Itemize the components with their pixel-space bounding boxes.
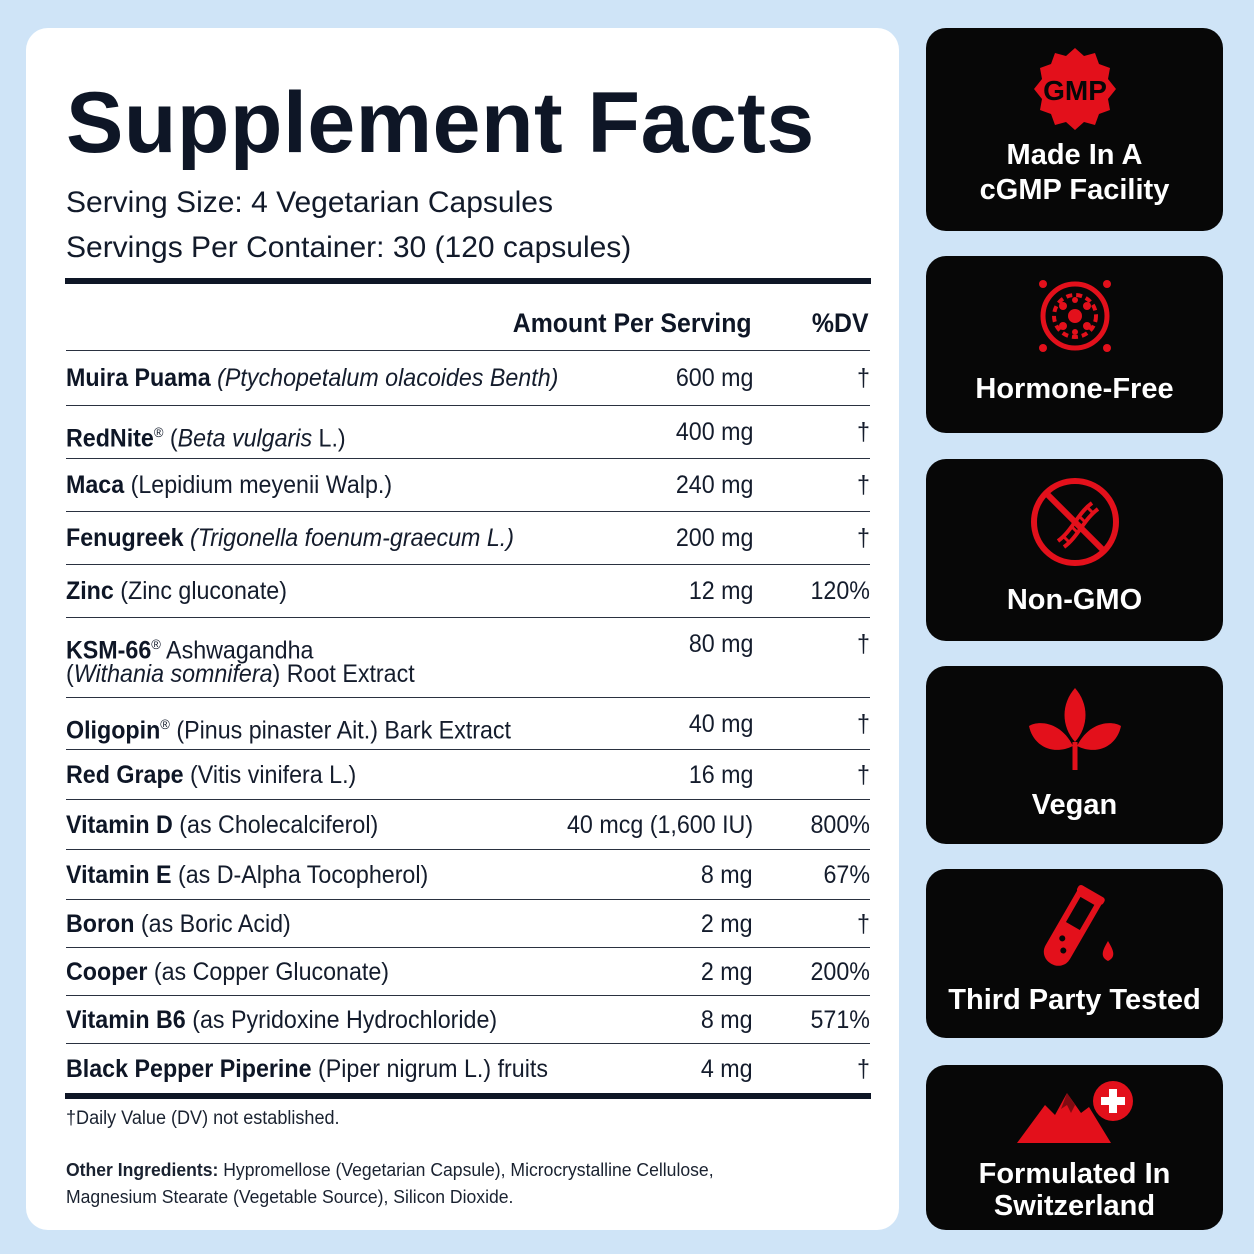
ingredient-dv: 800% [810, 811, 870, 839]
ingredient-dv: † [857, 524, 870, 552]
badge-label: Made In A [1006, 139, 1143, 171]
badge-vegan: Vegan [926, 666, 1223, 844]
badge-label: Vegan [1031, 789, 1118, 821]
ingredient-amount: 8 mg [701, 861, 753, 889]
table-row: Maca (Lepidium meyenii Walp.) 240 mg † [66, 458, 870, 511]
svg-text:GMP: GMP [1043, 75, 1107, 106]
badge-switzerland: Formulated In Switzerland [926, 1065, 1223, 1230]
badge-third-party-tested: Third Party Tested [926, 869, 1223, 1038]
ingredient-dv: † [857, 710, 870, 738]
supplement-facts-panel: Supplement Facts Serving Size: 4 Vegetar… [26, 28, 899, 1230]
ingredient-amount: 80 mg [688, 630, 753, 658]
ingredient-dv: † [857, 364, 870, 392]
ingredient-amount: 240 mg [675, 471, 753, 499]
ingredient-name: Zinc (Zinc gluconate) [66, 577, 287, 605]
ingredient-name: Black Pepper Piperine (Piper nigrum L.) … [66, 1055, 548, 1083]
table-row: Oligopin® (Pinus pinaster Ait.) Bark Ext… [66, 697, 870, 749]
ingredient-name: Vitamin B6 (as Pyridoxine Hydrochloride) [66, 1006, 498, 1034]
ingredient-name-line2: (Withania somnifera) Root Extract [66, 660, 415, 688]
ingredient-amount: 4 mg [701, 1055, 753, 1083]
table-row: Fenugreek (Trigonella foenum-graecum L.)… [66, 511, 870, 564]
ingredient-dv: † [857, 630, 870, 658]
other-ingredients: Other Ingredients: Hypromellose (Vegetar… [66, 1159, 714, 1207]
table-row: Vitamin D (as Cholecalciferol) 40 mcg (1… [66, 799, 870, 849]
ingredient-amount: 12 mg [688, 577, 753, 605]
table-row: RedNite® (Beta vulgaris L.) 400 mg † [66, 405, 870, 458]
badge-label: Hormone-Free [975, 373, 1174, 405]
table-row: Red Grape (Vitis vinifera L.) 16 mg † [66, 749, 870, 799]
badge-label: Formulated In [978, 1158, 1171, 1190]
ingredient-name: Maca (Lepidium meyenii Walp.) [66, 471, 393, 499]
table-row: Black Pepper Piperine (Piper nigrum L.) … [66, 1043, 870, 1093]
ingredient-name: RedNite® (Beta vulgaris L.) [66, 424, 346, 453]
table-row: Vitamin B6 (as Pyridoxine Hydrochloride)… [66, 995, 870, 1043]
ingredient-dv: 120% [810, 577, 870, 605]
ingredient-name: Muira Puama (Ptychopetalum olacoides Ben… [66, 364, 559, 392]
top-divider-bar [65, 278, 871, 284]
ingredient-name: Vitamin E (as D-Alpha Tocopherol) [66, 861, 429, 889]
ingredient-dv: † [857, 1055, 870, 1083]
ingredient-amount: 8 mg [701, 1006, 753, 1034]
table-row: Cooper (as Copper Gluconate) 2 mg 200% [66, 947, 870, 995]
ingredient-amount: 2 mg [701, 958, 753, 986]
ingredient-dv: 200% [810, 958, 870, 986]
bottom-divider-bar [65, 1093, 871, 1099]
ingredient-amount: 16 mg [688, 761, 753, 789]
no-dna-icon [1030, 478, 1119, 566]
page-title: Supplement Facts [66, 75, 815, 171]
table-row: Vitamin E (as D-Alpha Tocopherol) 8 mg 6… [66, 849, 870, 899]
ingredient-name: Fenugreek (Trigonella foenum-graecum L.) [66, 524, 514, 552]
amount-column-header: Amount Per Serving [513, 308, 752, 338]
badge-label: Non-GMO [1006, 584, 1143, 616]
table-row: KSM-66® Ashwagandha (Withania somnifera)… [66, 617, 870, 697]
ingredient-name: KSM-66® Ashwagandha [66, 636, 314, 665]
table-row: Zinc (Zinc gluconate) 12 mg 120% [66, 564, 870, 617]
ingredient-name: Cooper (as Copper Gluconate) [66, 958, 390, 986]
ingredient-dv: 67% [823, 861, 870, 889]
badge-label: Third Party Tested [948, 984, 1201, 1016]
ingredient-amount: 2 mg [701, 910, 753, 938]
ingredient-amount: 400 mg [675, 418, 753, 446]
ingredient-amount: 200 mg [675, 524, 753, 552]
ingredient-amount: 40 mg [688, 710, 753, 738]
ingredient-amount: 40 mcg (1,600 IU) [566, 811, 753, 839]
dv-column-header: %DV [812, 308, 869, 338]
servings-per-container: Servings Per Container: 30 (120 capsules… [66, 231, 632, 264]
ingredient-amount: 600 mg [675, 364, 753, 392]
hormone-molecule-icon [1038, 280, 1111, 352]
gmp-seal-icon: GMP [1033, 48, 1116, 130]
swiss-mountain-icon [1016, 1081, 1133, 1143]
table-row: Muira Puama (Ptychopetalum olacoides Ben… [66, 350, 870, 404]
ingredient-name: Vitamin D (as Cholecalciferol) [66, 811, 379, 839]
ingredient-dv: † [857, 761, 870, 789]
ingredient-dv: † [857, 910, 870, 938]
dv-footnote: †Daily Value (DV) not established. [66, 1108, 340, 1129]
ingredient-dv: † [857, 418, 870, 446]
badge-non-gmo: Non-GMO [926, 459, 1223, 641]
test-tube-icon [1043, 884, 1113, 966]
serving-size: Serving Size: 4 Vegetarian Capsules [66, 186, 553, 219]
leaf-icon [1028, 688, 1121, 770]
ingredient-name: Oligopin® (Pinus pinaster Ait.) Bark Ext… [66, 716, 512, 745]
ingredient-dv: 571% [810, 1006, 870, 1034]
table-row: Boron (as Boric Acid) 2 mg † [66, 899, 870, 947]
badge-gmp: GMP Made In A cGMP Facility [926, 28, 1223, 231]
ingredient-dv: † [857, 471, 870, 499]
badge-hormone-free: Hormone-Free [926, 256, 1223, 433]
ingredient-name: Boron (as Boric Acid) [66, 910, 291, 938]
badge-label-line2: Switzerland [993, 1190, 1156, 1222]
ingredient-name: Red Grape (Vitis vinifera L.) [66, 761, 357, 789]
badge-label-line2: cGMP Facility [979, 174, 1170, 206]
